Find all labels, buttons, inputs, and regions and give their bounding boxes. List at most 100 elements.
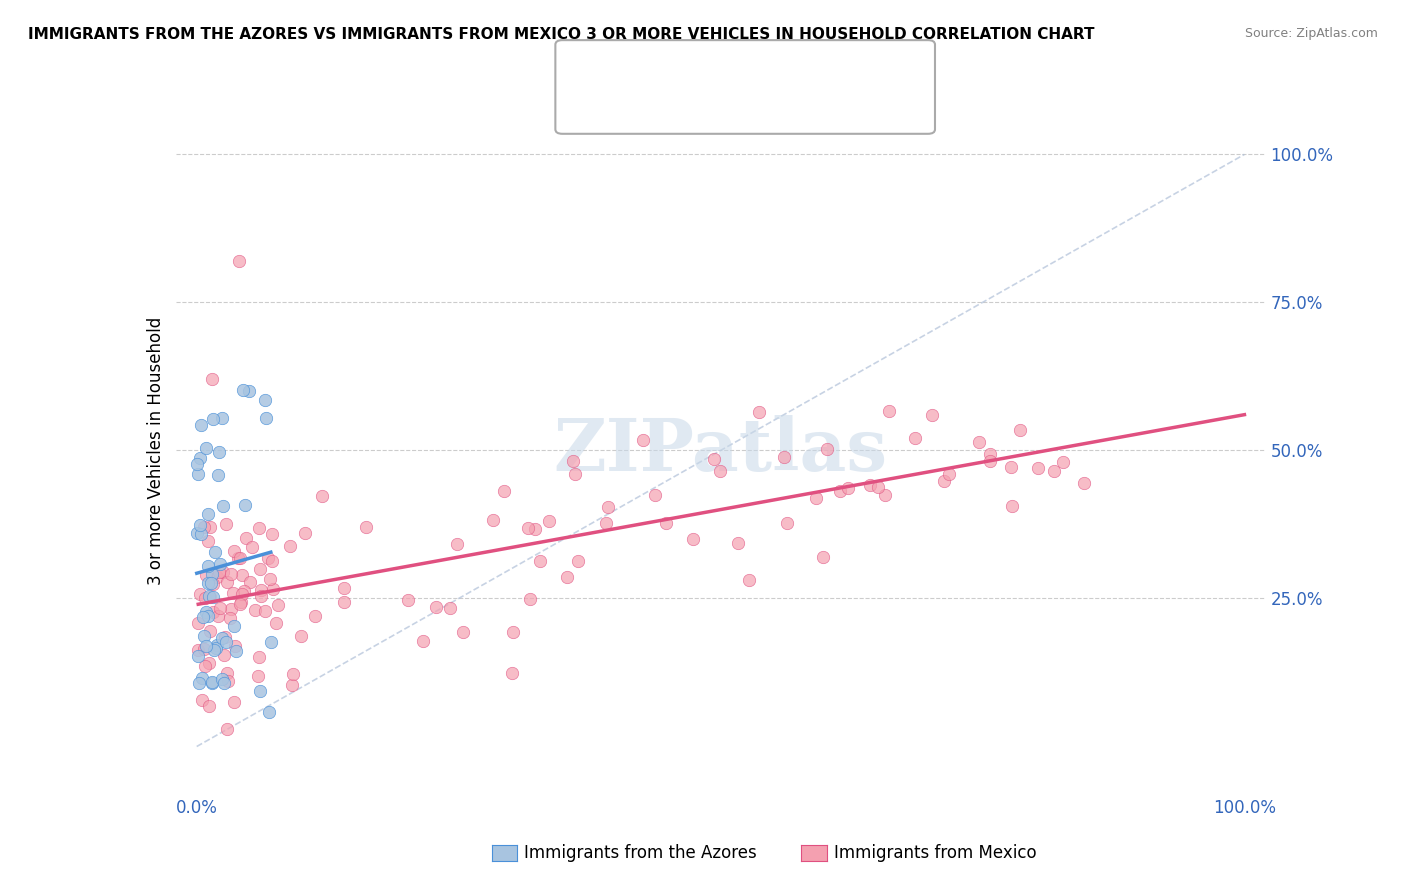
Point [198,624,221,638]
Point [207,467,229,482]
Point [238,384,260,398]
Point [215,634,238,648]
Point [247,669,270,683]
Point [224,619,246,633]
Point [217,666,239,681]
Point [190,417,212,432]
Point [215,575,238,590]
Point [811,549,834,564]
Point [233,583,256,598]
Point [396,593,419,607]
Point [193,641,215,656]
Point [294,525,316,540]
Y-axis label: 3 or more Vehicles in Household: 3 or more Vehicles in Household [146,317,165,584]
Point [201,675,224,690]
Point [938,467,960,482]
Point [198,590,221,604]
Point [564,467,586,482]
Text: Immigrants from Mexico: Immigrants from Mexico [834,844,1036,862]
Point [224,639,246,653]
Point [187,467,209,482]
Point [231,587,253,601]
Point [260,634,283,648]
Point [249,562,271,576]
Point [211,631,233,645]
Point [226,550,249,565]
Point [208,445,231,459]
Point [229,595,252,609]
Point [804,491,827,505]
Point [776,516,799,530]
Point [211,565,233,579]
Point [773,450,796,465]
Point [193,519,215,533]
Point [228,550,250,565]
Point [190,527,212,541]
Point [446,537,468,551]
Point [304,609,326,624]
Point [254,411,277,425]
Point [198,656,221,670]
Point [201,577,224,591]
Point [188,451,211,466]
Point [186,457,208,471]
Point [837,481,859,495]
Point [709,464,731,478]
Point [249,683,271,698]
Point [727,535,749,549]
Point [738,573,761,587]
Point [815,442,838,456]
Point [278,539,301,553]
Point [187,649,209,664]
Point [595,516,617,530]
Text: N = 128: N = 128 [717,94,797,112]
Point [211,411,233,425]
Point [195,441,218,455]
Point [932,475,955,489]
Point [194,568,217,582]
Point [247,521,270,535]
Point [208,600,231,615]
Point [235,531,257,545]
Point [879,404,901,418]
Point [254,392,277,407]
Point [197,559,219,574]
Point [249,582,271,597]
Text: R = 0.375: R = 0.375 [621,55,711,73]
Point [260,527,283,541]
Point [208,565,231,579]
Point [425,600,447,615]
Point [412,633,434,648]
Point [516,521,538,535]
Point [186,526,208,541]
Point [202,643,225,657]
Point [219,567,242,582]
Point [228,254,250,268]
Point [194,605,217,619]
Point [193,629,215,643]
Point [205,638,228,652]
Point [232,383,254,397]
Point [207,608,229,623]
Point [218,611,240,625]
Point [222,586,245,600]
Point [519,591,541,606]
Point [214,630,236,644]
Point [188,675,211,690]
Point [211,672,233,686]
Point [197,507,219,521]
Point [529,554,551,568]
Point [215,723,238,737]
Point [212,500,235,514]
Point [875,487,897,501]
Point [201,566,224,581]
Point [194,591,217,605]
Point [202,412,225,426]
Point [198,698,221,713]
Point [257,705,280,719]
Point [267,598,290,612]
Point [501,665,523,680]
Point [631,434,654,448]
Point [191,671,214,685]
Point [311,489,333,503]
